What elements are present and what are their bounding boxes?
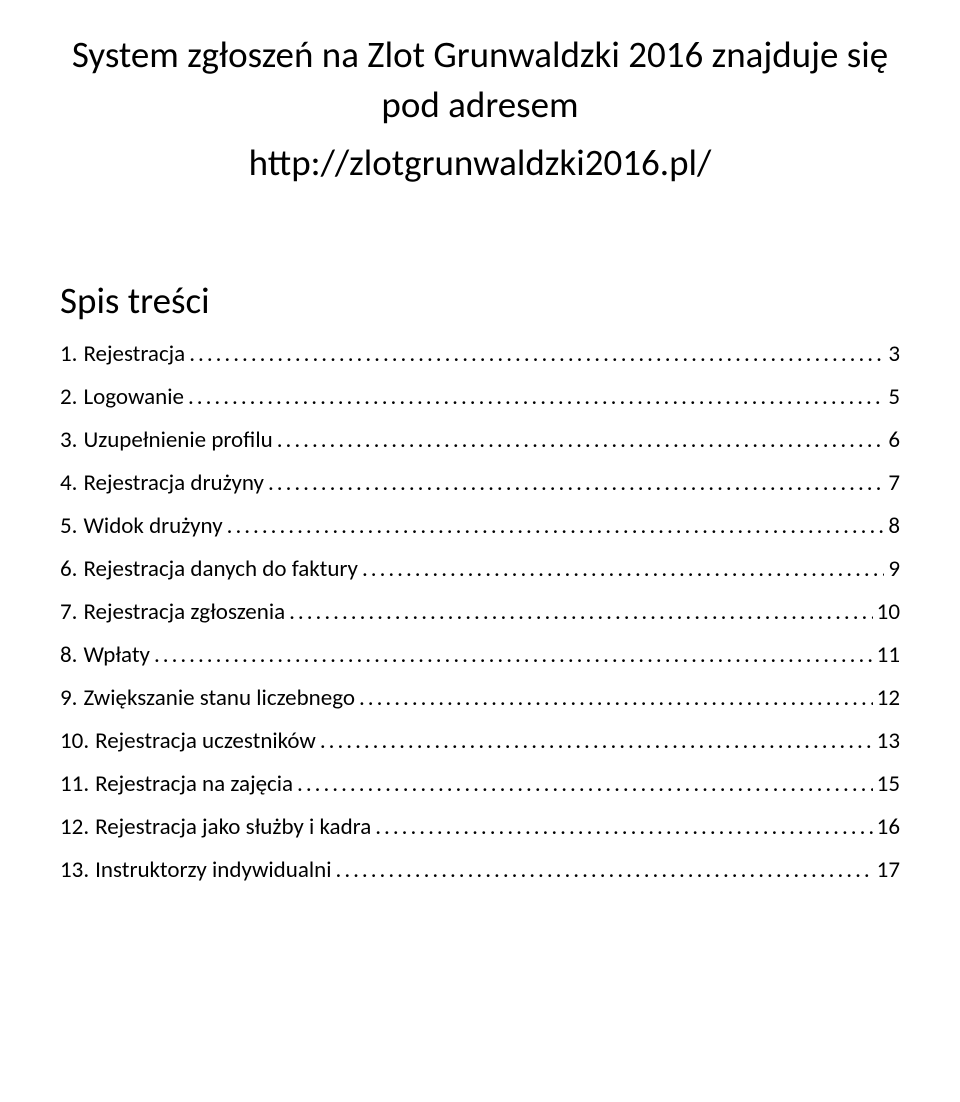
toc-label: Rejestracja uczestników: [95, 730, 316, 753]
toc-page-number: 8: [888, 515, 900, 538]
title-line-2: pod adresem: [381, 82, 578, 127]
toc-page-number: 3: [888, 343, 900, 366]
toc-leader-dots: [336, 859, 873, 882]
toc-row: 1. Rejestracja 3: [60, 343, 900, 366]
toc-label: Rejestracja zgłoszenia: [83, 601, 285, 624]
toc-number: 8.: [60, 644, 77, 667]
toc-number: 11.: [60, 773, 89, 796]
url-text: http://zlotgrunwaldzki2016.pl/: [249, 140, 712, 185]
toc-row: 3. Uzupełnienie profilu 6: [60, 429, 900, 452]
toc-leader-dots: [268, 472, 884, 495]
toc-page-number: 7: [888, 472, 900, 495]
toc-label: Widok drużyny: [83, 515, 222, 538]
toc-row: 5. Widok drużyny 8: [60, 515, 900, 538]
title-line-1: System zgłoszeń na Zlot Grunwaldzki 2016…: [72, 32, 888, 77]
toc-leader-dots: [320, 730, 873, 753]
toc-number: 13.: [60, 859, 89, 882]
toc-row: 13. Instruktorzy indywidualni 17: [60, 859, 900, 882]
toc-label: Uzupełnienie profilu: [83, 429, 272, 452]
toc-number: 6.: [60, 558, 77, 581]
toc-leader-dots: [297, 773, 873, 796]
toc-leader-dots: [188, 386, 884, 409]
toc-label: Rejestracja drużyny: [83, 472, 263, 495]
toc-row: 12. Rejestracja jako służby i kadra 16: [60, 816, 900, 839]
toc-row: 10. Rejestracja uczestników 13: [60, 730, 900, 753]
toc-number: 9.: [60, 687, 77, 710]
toc-number: 4.: [60, 472, 77, 495]
toc-label: Rejestracja: [83, 343, 185, 366]
toc-row: 11. Rejestracja na zajęcia 15: [60, 773, 900, 796]
toc-leader-dots: [189, 343, 884, 366]
toc-number: 1.: [60, 343, 77, 366]
system-url: http://zlotgrunwaldzki2016.pl/: [60, 138, 900, 188]
toc-page-number: 11: [877, 644, 900, 667]
toc-row: 9. Zwiększanie stanu liczebnego 12: [60, 687, 900, 710]
toc-heading: Spis treści: [60, 278, 900, 323]
toc-leader-dots: [289, 601, 873, 624]
toc-number: 10.: [60, 730, 89, 753]
toc-leader-dots: [277, 429, 885, 452]
toc-page-number: 10: [877, 601, 900, 624]
toc-page-number: 9: [888, 558, 900, 581]
toc-page-number: 5: [888, 386, 900, 409]
toc-number: 5.: [60, 515, 77, 538]
toc-page-number: 12: [877, 687, 900, 710]
toc-leader-dots: [227, 515, 885, 538]
toc-number: 7.: [60, 601, 77, 624]
toc-page-number: 6: [888, 429, 900, 452]
toc-page-number: 13: [877, 730, 900, 753]
toc-label: Wpłaty: [83, 644, 149, 667]
toc-label: Zwiększanie stanu liczebnego: [83, 687, 355, 710]
toc-number: 2.: [60, 386, 77, 409]
toc-leader-dots: [375, 816, 872, 839]
toc-label: Instruktorzy indywidualni: [95, 859, 331, 882]
toc-leader-dots: [359, 687, 873, 710]
toc-page-number: 15: [877, 773, 900, 796]
toc-row: 7. Rejestracja zgłoszenia 10: [60, 601, 900, 624]
toc-row: 4. Rejestracja drużyny 7: [60, 472, 900, 495]
document-page: System zgłoszeń na Zlot Grunwaldzki 2016…: [0, 0, 960, 1102]
toc-row: 8. Wpłaty 11: [60, 644, 900, 667]
toc-page-number: 16: [877, 816, 900, 839]
toc-number: 12.: [60, 816, 89, 839]
toc-label: Rejestracja jako służby i kadra: [95, 816, 371, 839]
toc-number: 3.: [60, 429, 77, 452]
toc-leader-dots: [154, 644, 873, 667]
toc-label: Logowanie: [83, 386, 184, 409]
toc-leader-dots: [362, 558, 884, 581]
table-of-contents: 1. Rejestracja 3 2. Logowanie 5 3. Uzupełnienie…: [60, 343, 900, 882]
page-title: System zgłoszeń na Zlot Grunwaldzki 2016…: [60, 30, 900, 130]
toc-page-number: 17: [877, 859, 900, 882]
toc-label: Rejestracja na zajęcia: [95, 773, 293, 796]
toc-label: Rejestracja danych do faktury: [83, 558, 357, 581]
toc-row: 6. Rejestracja danych do faktury 9: [60, 558, 900, 581]
toc-row: 2. Logowanie 5: [60, 386, 900, 409]
